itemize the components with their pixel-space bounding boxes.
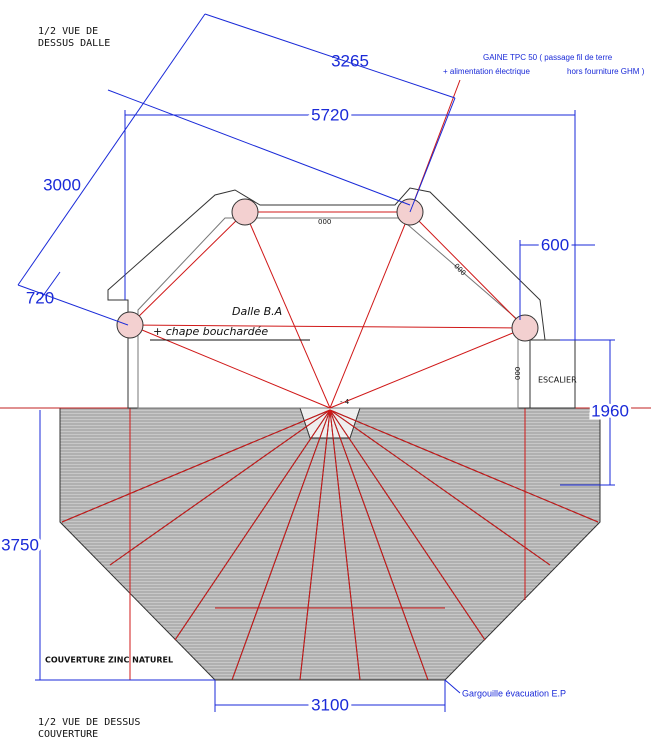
drawing-circle xyxy=(512,315,538,341)
drawing: 1/2 VUE DE DESSUS DALLE 1/2 VUE DE DESSU… xyxy=(0,0,651,747)
note: hors fourniture GHM ) xyxy=(567,67,645,76)
small-label: - 4 xyxy=(340,398,350,406)
small-label: 000 xyxy=(452,262,467,277)
small-label: 000 xyxy=(318,218,331,226)
drawing-circle xyxy=(232,199,258,225)
drawing-polygon xyxy=(138,218,518,408)
note: Dalle B.A xyxy=(232,305,282,318)
small-label: 000 xyxy=(514,367,522,380)
drawing-line xyxy=(330,328,525,408)
dimension: 3265 xyxy=(331,51,369,70)
view-label: 1/2 VUE DE xyxy=(38,26,98,37)
dimension: 720 xyxy=(26,288,54,307)
drawing-line xyxy=(445,680,460,693)
dimension: 600 xyxy=(541,235,569,254)
view-label: 1/2 VUE DE DESSUS xyxy=(38,717,140,728)
note: + alimentation électrique xyxy=(443,67,530,76)
dimension: 3000 xyxy=(43,175,81,194)
view-label: DESSUS DALLE xyxy=(38,38,110,49)
view-label: COUVERTURE xyxy=(38,729,98,740)
drawing-g xyxy=(130,80,525,408)
dimension: 3750 xyxy=(1,535,39,554)
drawing-line xyxy=(330,212,410,408)
drawing-circle xyxy=(117,312,143,338)
drawing-rect xyxy=(530,340,575,408)
dimension: 3100 xyxy=(311,695,349,714)
note: ESCALIER xyxy=(538,376,577,385)
note: + chape bouchardée xyxy=(153,325,268,338)
drawing-line xyxy=(18,14,205,285)
dimension: 5720 xyxy=(311,105,349,124)
note: Gargouille évacuation E.P xyxy=(462,688,566,698)
note: COUVERTURE ZINC NATUREL xyxy=(45,656,173,665)
drawing-polygon xyxy=(60,408,600,680)
drawing-line xyxy=(205,14,455,98)
note: GAINE TPC 50 ( passage fil de terre xyxy=(483,53,613,62)
drawing-line xyxy=(108,90,410,205)
dimension: 1960 xyxy=(591,401,629,420)
